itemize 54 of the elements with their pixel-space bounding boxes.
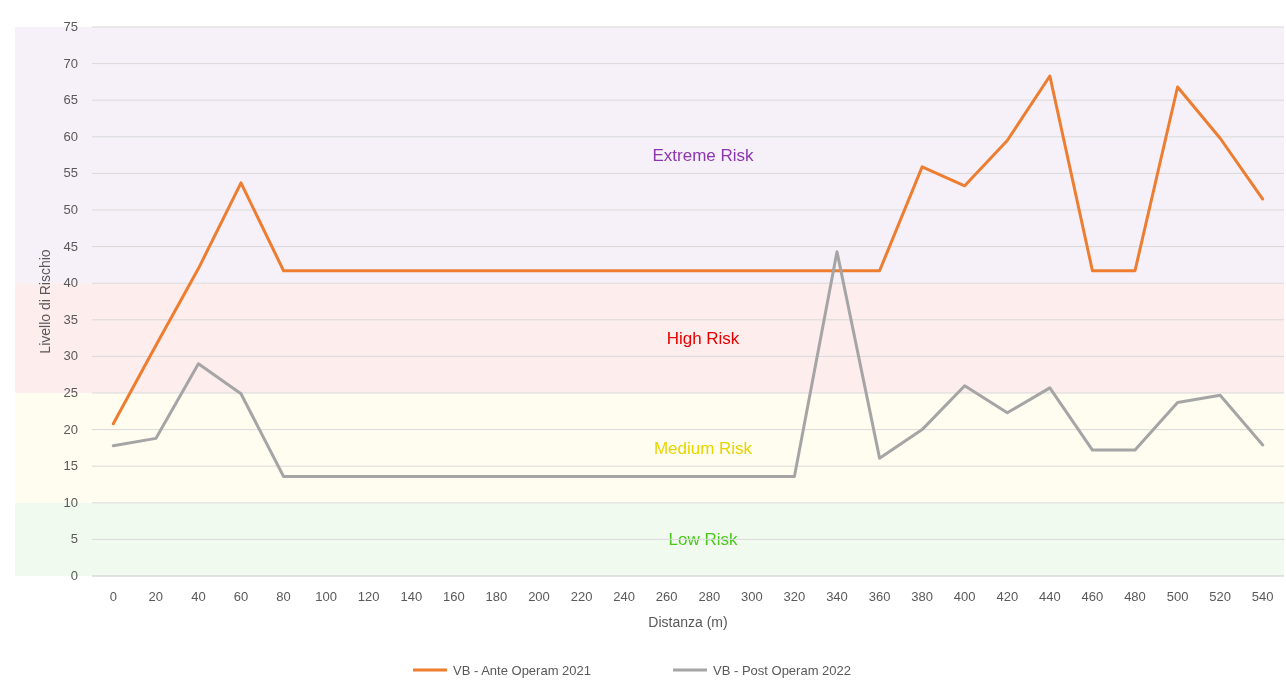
x-tick-label: 40 [191, 589, 206, 604]
x-tick-label: 480 [1124, 589, 1146, 604]
x-tick-label: 140 [400, 589, 423, 604]
x-tick-label: 340 [826, 589, 848, 604]
x-tick-label: 20 [148, 589, 164, 604]
line-series [111, 250, 1265, 478]
x-tick-label: 300 [741, 589, 763, 604]
x-tick-label: 540 [1251, 589, 1274, 604]
y-tick-label: 20 [63, 421, 78, 437]
y-tick-label: 45 [63, 238, 78, 254]
x-tick-label: 280 [698, 589, 721, 604]
x-tick-label: 500 [1166, 589, 1189, 604]
x-tick-label: 320 [783, 589, 806, 604]
x-tick-label: 160 [443, 589, 465, 604]
x-tick-label: 120 [357, 589, 380, 604]
x-tick-label: 220 [570, 589, 593, 604]
y-tick-label: 60 [63, 128, 78, 144]
x-tick-label: 440 [1039, 589, 1061, 604]
line-series [111, 74, 1265, 426]
y-tick-label: 10 [63, 494, 78, 510]
x-axis-title: Distanza (m) [648, 614, 728, 630]
x-tick-label: 200 [528, 589, 550, 604]
y-tick-label: 5 [70, 531, 78, 547]
x-tick-label: 400 [953, 589, 976, 604]
band-label: Low Risk [668, 530, 738, 550]
x-tick-label: 260 [655, 589, 678, 604]
x-tick-label: 520 [1209, 589, 1231, 604]
x-tick-label: 100 [315, 589, 337, 604]
y-axis-title: Livello di Rischio [37, 249, 53, 354]
x-tick-label: 80 [276, 589, 291, 604]
x-tick-label: 360 [868, 589, 891, 604]
legend-label: VB - Post Operam 2022 [713, 663, 852, 678]
y-tick-label: 0 [70, 568, 78, 583]
y-tick-label: 35 [63, 311, 78, 327]
y-tick-label: 40 [63, 275, 78, 291]
y-tick-label: 55 [63, 165, 78, 181]
x-tick-label: 60 [233, 589, 249, 604]
y-tick-label: 25 [63, 385, 78, 400]
y-tick-label: 50 [63, 202, 78, 217]
y-tick-label: 30 [63, 348, 78, 364]
band-label: Medium Risk [653, 438, 753, 458]
x-tick-label: 380 [911, 589, 933, 604]
y-tick-label: 65 [63, 92, 78, 108]
y-tick-label: 15 [63, 458, 78, 474]
x-tick-label: 240 [613, 589, 635, 604]
band-label: Extreme Risk [652, 146, 755, 166]
x-tick-label: 420 [996, 589, 1019, 604]
legend-label: VB - Ante Operam 2021 [453, 663, 592, 678]
band-label: High Risk [666, 329, 740, 349]
x-tick-label: 460 [1081, 589, 1104, 604]
x-tick-label: 180 [485, 589, 508, 604]
x-tick-label: 0 [109, 589, 117, 604]
y-tick-label: 75 [63, 19, 78, 34]
y-tick-label: 70 [63, 55, 78, 71]
